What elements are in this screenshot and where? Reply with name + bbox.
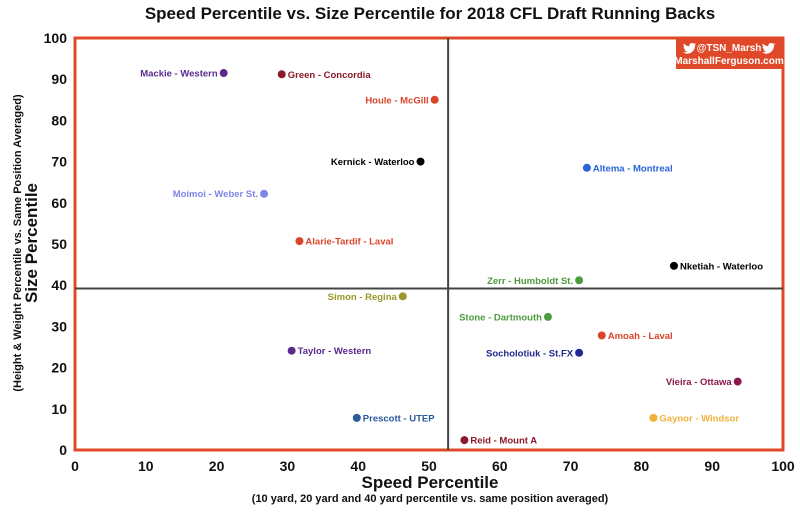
data-point bbox=[219, 69, 228, 78]
y-tick-label: 50 bbox=[51, 236, 67, 252]
data-point bbox=[575, 276, 584, 285]
data-point bbox=[669, 261, 678, 270]
plot-area: 0 10 20 30 40 50 60 70 80 90 100 0 10 20 30 40 50 60 70 80 9… bbox=[44, 30, 795, 474]
y-tick-label: 80 bbox=[51, 112, 67, 128]
x-tick-label: 40 bbox=[350, 458, 366, 474]
data-point-label: Simon - Regina bbox=[328, 292, 398, 303]
x-tick-label: 0 bbox=[71, 458, 79, 474]
x-tick-label: 100 bbox=[771, 458, 795, 474]
data-point-label: Reid - Mount A bbox=[470, 436, 537, 447]
data-point-label: Altema - Montreal bbox=[593, 163, 673, 174]
x-tick-label: 10 bbox=[138, 458, 154, 474]
x-tick-label: 30 bbox=[280, 458, 296, 474]
data-point-label: Stone - Dartmouth bbox=[459, 312, 542, 323]
data-point-label: Kernick - Waterloo bbox=[331, 157, 415, 168]
plot-frame bbox=[73, 36, 785, 452]
credit-site: MarshallFerguson.com bbox=[674, 56, 784, 67]
x-tick-label: 90 bbox=[704, 458, 720, 474]
data-point bbox=[352, 413, 361, 422]
data-point bbox=[260, 189, 269, 198]
data-point bbox=[733, 377, 742, 386]
chart-title: Speed Percentile vs. Size Percentile for… bbox=[145, 4, 715, 23]
y-axis-subtitle: (Height & Weight Percentile vs. Same Pos… bbox=[12, 94, 24, 392]
y-tick-label: 10 bbox=[51, 401, 67, 417]
data-point bbox=[277, 70, 286, 79]
y-tick-label: 30 bbox=[51, 318, 67, 334]
data-point-label: Prescott - UTEP bbox=[363, 413, 435, 424]
data-point-label: Alarie-Tardif - Laval bbox=[305, 237, 393, 248]
x-tick-label: 60 bbox=[492, 458, 508, 474]
y-tick-label: 20 bbox=[51, 360, 67, 376]
x-tick-label: 20 bbox=[209, 458, 225, 474]
y-tick-label: 70 bbox=[51, 154, 67, 170]
x-tick-label: 80 bbox=[634, 458, 650, 474]
twitter-bird-icon bbox=[762, 43, 775, 54]
data-point bbox=[287, 346, 296, 355]
credit-background bbox=[676, 38, 782, 69]
y-axis-title: Size Percentile bbox=[22, 183, 41, 303]
x-axis-title: Speed Percentile bbox=[361, 473, 498, 492]
data-point bbox=[460, 436, 469, 445]
data-point bbox=[543, 312, 552, 321]
data-point-label: Taylor - Western bbox=[298, 346, 372, 357]
data-point-label: Green - Concordia bbox=[288, 70, 372, 81]
data-point-label: Gaynor - Windsor bbox=[659, 413, 739, 424]
y-tick-label: 0 bbox=[59, 442, 67, 458]
y-tick-label: 60 bbox=[51, 195, 67, 211]
x-tick-label: 70 bbox=[563, 458, 579, 474]
data-point-label: Socholotiuk - St.FX bbox=[486, 348, 574, 359]
credit-badge: @TSN_Marsh MarshallFerguson.com bbox=[674, 38, 784, 69]
x-tick-label: 50 bbox=[421, 458, 437, 474]
data-point-label: Zerr - Humboldt St. bbox=[487, 276, 573, 287]
twitter-bird-icon bbox=[683, 43, 696, 54]
data-point-label: Houle - McGill bbox=[365, 95, 428, 106]
y-tick-label: 40 bbox=[51, 277, 67, 293]
data-point bbox=[649, 413, 658, 422]
credit-handle: @TSN_Marsh bbox=[697, 43, 762, 54]
data-point bbox=[430, 95, 439, 104]
data-point bbox=[597, 331, 606, 340]
data-point bbox=[295, 237, 304, 246]
x-axis-subtitle: (10 yard, 20 yard and 40 yard percentile… bbox=[252, 493, 609, 505]
data-point-label: Mackie - Western bbox=[140, 69, 218, 80]
data-point bbox=[582, 163, 591, 172]
data-point-label: Amoah - Laval bbox=[608, 331, 673, 342]
data-point bbox=[416, 157, 425, 166]
data-point-label: Vieira - Ottawa bbox=[666, 377, 733, 388]
data-point-label: Nketiah - Waterloo bbox=[680, 261, 763, 272]
y-tick-label: 100 bbox=[44, 30, 68, 46]
data-point bbox=[398, 292, 407, 301]
data-point-label: Moimoi - Weber St. bbox=[173, 189, 258, 200]
y-tick-label: 90 bbox=[51, 71, 67, 87]
data-point bbox=[575, 348, 584, 357]
